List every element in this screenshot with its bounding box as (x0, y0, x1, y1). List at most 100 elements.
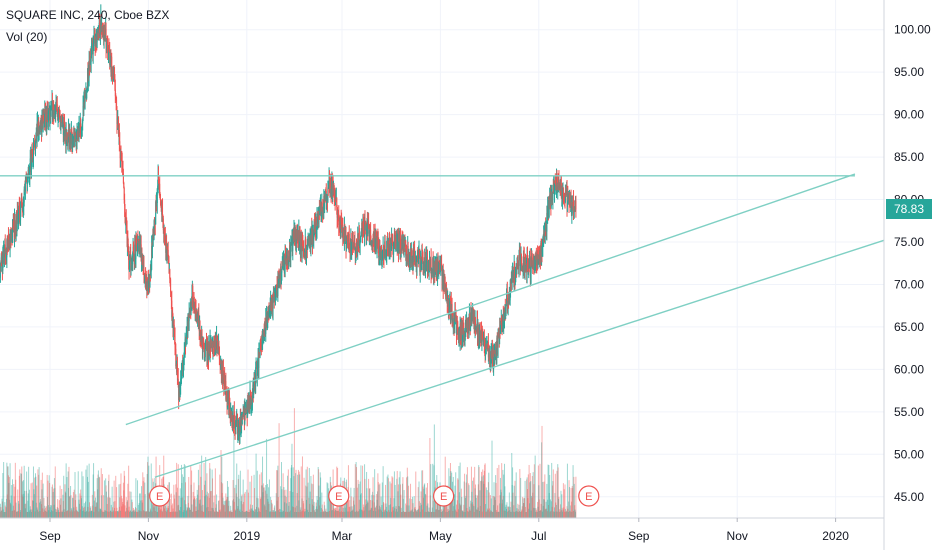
volume-bar (287, 511, 289, 518)
candle-body (550, 198, 552, 207)
volume-bar (49, 507, 51, 518)
volume-bar (85, 511, 87, 518)
volume-bar (320, 477, 322, 518)
volume-bar (176, 511, 178, 518)
volume-bar (39, 502, 41, 518)
volume-bar (380, 496, 382, 518)
volume-bar (101, 474, 103, 518)
volume-bar (564, 511, 566, 518)
volume-bar (141, 500, 143, 518)
volume-bar (191, 511, 193, 518)
volume-bar (64, 511, 66, 518)
volume-bar (389, 481, 391, 518)
volume-bar (534, 508, 536, 518)
volume-bar (422, 486, 424, 518)
candle-body (548, 196, 550, 208)
volume-bar (570, 501, 572, 518)
volume-bar (520, 510, 522, 518)
earnings-marker (578, 485, 600, 507)
volume-bar (325, 511, 327, 518)
volume-bar (99, 477, 101, 518)
volume-bar (196, 498, 198, 518)
volume-bar (236, 463, 238, 518)
volume-bar (42, 483, 44, 518)
volume-bar (505, 504, 507, 518)
volume-bar (228, 505, 230, 518)
volume-bar (328, 494, 330, 518)
trendlines[interactable] (0, 173, 885, 478)
volume-bar (272, 510, 274, 518)
candle-body (73, 127, 75, 136)
trendline (125, 173, 856, 426)
volume-bar (107, 480, 109, 518)
volume-bar (571, 485, 573, 518)
volume-bar (113, 501, 115, 518)
volume-bar (188, 507, 190, 518)
volume-bar (158, 507, 160, 518)
volume-bar (297, 474, 299, 518)
candle-body (389, 246, 391, 251)
volume-bar (420, 502, 422, 518)
volume-bar (280, 462, 282, 518)
time-axis[interactable]: Sep Nov 2019 Mar May Jul Sep Nov 2020 (0, 517, 884, 543)
volume-bar (322, 509, 324, 518)
volume-bar (465, 482, 467, 518)
candle-body (331, 184, 332, 194)
volume-bar (542, 505, 544, 518)
volume-bar (248, 511, 250, 518)
price-axis[interactable]: 100.0095.0090.0085.0080.0075.0070.0065.0… (883, 0, 931, 550)
volume-bar (239, 470, 241, 518)
volume-bar (217, 511, 219, 518)
volume-bar (351, 510, 353, 518)
volume-bar (0, 510, 2, 518)
candle-body (104, 27, 106, 38)
volume-bar (59, 485, 61, 518)
volume-bar (1, 501, 3, 518)
volume-bar (111, 511, 113, 518)
volume-bar (227, 486, 229, 518)
volume-bar (19, 469, 21, 518)
volume-bar (525, 512, 527, 518)
volume-bar (497, 511, 499, 518)
earnings-marker-label: E (440, 491, 447, 503)
volume-bar (13, 496, 15, 518)
candle-body (36, 122, 38, 140)
volume-bar (39, 498, 41, 518)
candle-body (107, 46, 109, 55)
volume-bar (347, 465, 349, 518)
volume-bar (142, 472, 144, 518)
volume-bar (477, 507, 479, 518)
volume-bar (360, 494, 362, 518)
candle-body (193, 301, 195, 309)
volume-bar (187, 508, 189, 518)
volume-bar (190, 484, 192, 518)
candle-body (305, 239, 307, 258)
volume-bar (177, 464, 179, 518)
volume-bar (91, 494, 93, 518)
volume-bar (265, 510, 267, 518)
volume-bar (40, 501, 42, 518)
volume-bar (424, 483, 426, 518)
volume-bar (98, 511, 100, 518)
candle-body (187, 314, 189, 329)
candle-body (469, 314, 471, 323)
volume-bar (554, 507, 556, 518)
volume-bar (396, 478, 398, 518)
volume-bar (138, 502, 140, 518)
volume-bar (460, 488, 462, 518)
volume-bar (397, 491, 399, 518)
volume-bar (139, 493, 141, 518)
volume-bar (130, 491, 132, 518)
volume-bar (541, 442, 543, 518)
volume-bar (352, 509, 354, 518)
candle-body (116, 99, 118, 107)
volume-bar (193, 482, 195, 518)
volume-bar (543, 499, 545, 518)
volume-bar (518, 504, 520, 518)
volume-bar (127, 510, 129, 518)
volume-bar (481, 511, 483, 518)
volume-bar (316, 495, 318, 518)
